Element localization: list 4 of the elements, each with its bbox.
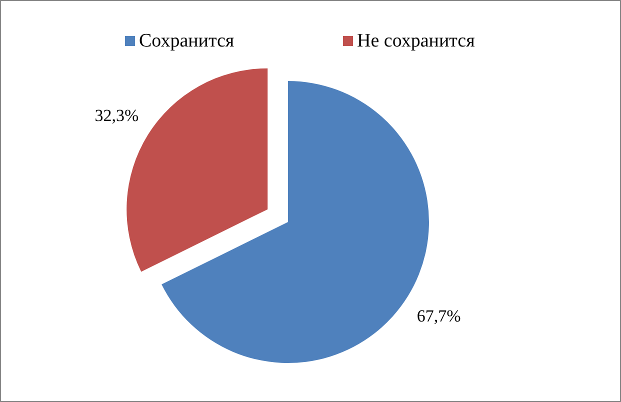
legend-label: Сохранится	[139, 30, 234, 52]
data-label: 32,3%	[94, 106, 139, 126]
legend-label: Не сохранится	[357, 30, 476, 52]
data-label: 67,7%	[416, 306, 461, 326]
